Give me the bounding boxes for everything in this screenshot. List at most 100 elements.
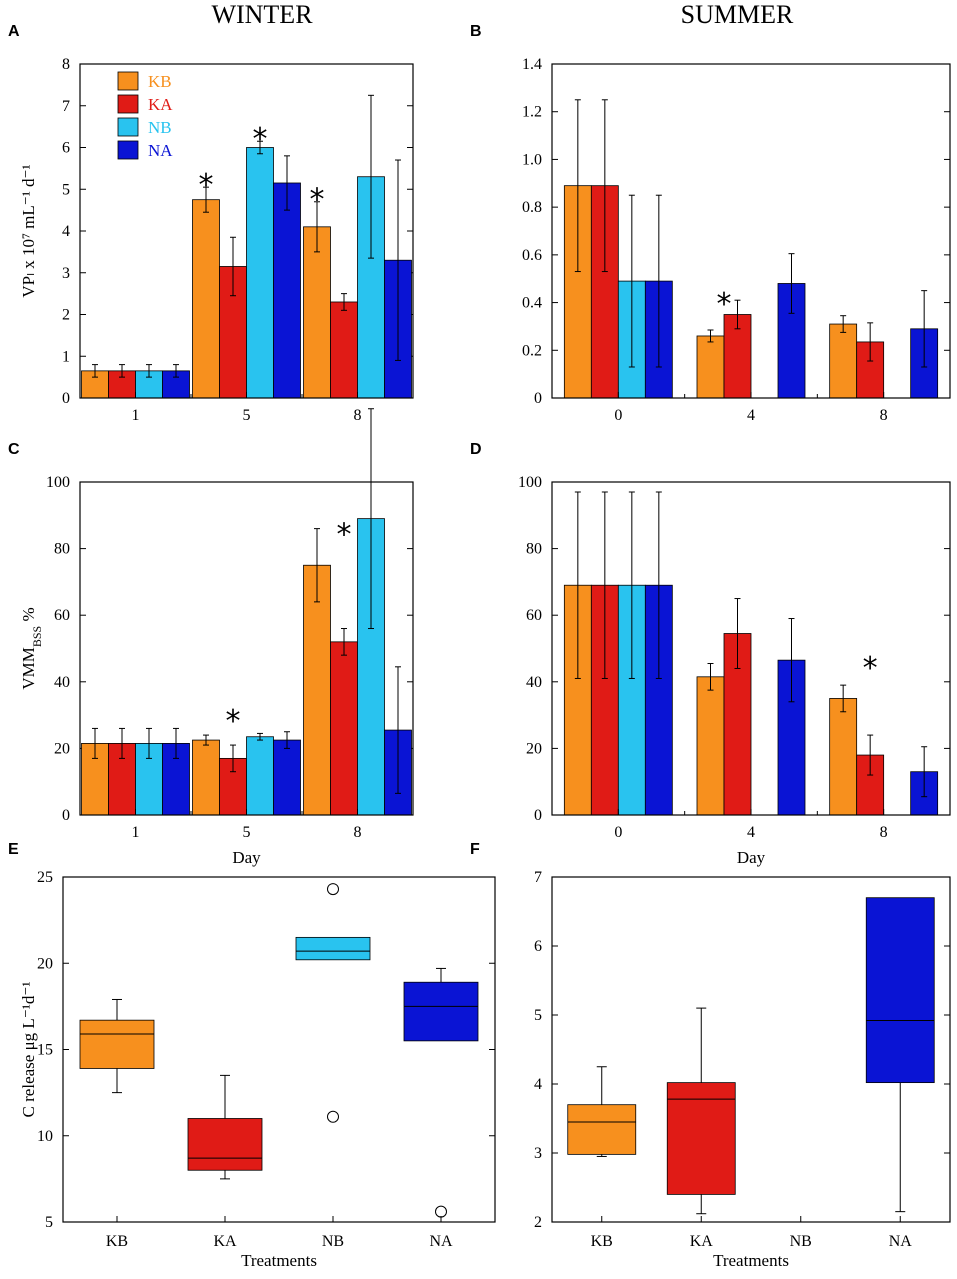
panel-a-significance-star: * (310, 182, 325, 217)
panel-c-xtick-label: 5 (243, 824, 251, 841)
panel-c-significance-star: * (226, 704, 241, 739)
panel-f-ytick-label: 3 (534, 1145, 542, 1162)
panel-b-ytick-label: 0.8 (522, 199, 542, 216)
panel-e-xlabel: Treatments (241, 1251, 317, 1270)
panel-e-ytick-label: 5 (45, 1214, 53, 1231)
panel-d-xtick-label: 4 (747, 824, 755, 841)
panel-d-letter: D (470, 441, 482, 458)
panel-a-legend-label-na: NA (148, 141, 173, 160)
panel-b-bar-kb (696, 335, 725, 399)
panel-a-bar-kb (303, 226, 331, 399)
panel-a-xtick-label: 5 (243, 407, 251, 424)
winter-column-title: WINTER (211, 0, 313, 29)
panel-a-ytick-label: 7 (62, 98, 70, 115)
panel-f-box-kb (567, 1104, 637, 1155)
panel-d-frame (551, 481, 951, 816)
panel-c-ytick-label: 0 (62, 807, 70, 824)
panel-f-xlabel: Treatments (713, 1251, 789, 1270)
panel-e-frame (62, 876, 496, 1223)
panel-e-xtick-label: KB (106, 1233, 128, 1250)
panel-b-letter: B (470, 23, 482, 40)
panel-e-outlier (435, 1205, 447, 1218)
panel-c-bar-kb (303, 564, 331, 816)
panel-a-ytick-label: 2 (62, 307, 70, 324)
panel-b-significance-star: * (717, 287, 732, 322)
panel-f-box-ka (666, 1082, 736, 1195)
panel-a-legend-swatch-na (117, 140, 139, 160)
panel-d-bar-kb (829, 698, 858, 816)
panel-c-xtick-label: 1 (132, 824, 140, 841)
panel-f-ytick-label: 6 (534, 938, 542, 955)
panel-a-ytick-label: 4 (62, 223, 70, 240)
panel-f-ytick-label: 4 (534, 1076, 542, 1093)
panel-c-ylabel: VMMBSS % (19, 607, 44, 689)
panel-c-bar-na (273, 739, 301, 816)
panel-b-ytick-label: 0.2 (522, 342, 542, 359)
panel-a-ytick-label: 1 (62, 348, 70, 365)
panel-e-ytick-label: 10 (37, 1128, 53, 1145)
panel-a-ytick-label: 8 (62, 56, 70, 73)
panel-e-box-kb (79, 1019, 155, 1069)
panel-c-frame (79, 481, 414, 816)
panel-e-letter: E (8, 841, 19, 858)
panel-a-legend-label-nb: NB (148, 118, 172, 137)
panel-a-ytick-label: 3 (62, 265, 70, 282)
panel-a-ytick-label: 6 (62, 140, 70, 157)
panel-c-ytick-label: 20 (54, 740, 70, 757)
panel-f-xtick-label: NA (889, 1233, 913, 1250)
panel-e-box-na (403, 981, 479, 1042)
panel-d-ytick-label: 40 (526, 674, 542, 691)
panel-e-xtick-label: KA (213, 1233, 237, 1250)
panel-c-bar-ka (330, 641, 358, 816)
panel-e-xtick-label: NA (429, 1233, 453, 1250)
panel-e-ytick-label: 25 (37, 869, 53, 886)
panel-a-xtick-label: 8 (354, 407, 362, 424)
panel-e-ytick-label: 15 (37, 1042, 53, 1059)
panel-b-bar-kb (829, 323, 858, 399)
panel-d-xtick-label: 0 (614, 824, 622, 841)
panel-a-legend-swatch-nb (117, 117, 139, 137)
panel-b-ytick-label: 0.4 (522, 295, 542, 312)
panel-d-significance-star: * (863, 651, 878, 686)
panel-a-significance-star: * (199, 168, 214, 203)
panel-f-xtick-label: KB (591, 1233, 613, 1250)
panel-c-bar-kb (192, 739, 220, 816)
panel-b-ytick-label: 1.4 (522, 56, 542, 73)
panel-f-ytick-label: 5 (534, 1007, 542, 1024)
panel-c-ytick-label: 40 (54, 674, 70, 691)
panel-b-xtick-label: 4 (747, 407, 755, 424)
panel-a-legend-label-ka: KA (148, 95, 173, 114)
panel-c-significance-star: * (337, 518, 352, 553)
panel-a-bar-kb (192, 199, 220, 399)
panel-b-xtick-label: 8 (880, 407, 888, 424)
panel-f-letter: F (470, 841, 480, 858)
panel-d-ytick-label: 0 (534, 807, 542, 824)
panel-a-ytick-label: 5 (62, 181, 70, 198)
panel-e-outlier (327, 883, 339, 896)
panel-e-box-ka (187, 1118, 263, 1171)
panel-a-frame (79, 63, 414, 399)
panel-a-bar-nb (246, 147, 274, 399)
panel-e-outlier (327, 1110, 339, 1123)
panel-a-legend-swatch-kb (117, 71, 139, 91)
panel-c-letter: C (8, 441, 20, 458)
panel-f-ytick-label: 7 (534, 869, 542, 886)
panel-e-box-nb (295, 936, 371, 961)
panel-a-ylabel: VPₗ x 10⁷ mL⁻¹ d⁻¹ (19, 164, 38, 297)
panel-b-ytick-label: 1.0 (522, 151, 542, 168)
panel-a-bar-nb (135, 370, 163, 399)
panel-f-xtick-label: NB (790, 1233, 812, 1250)
panel-a-bar-ka (330, 301, 358, 399)
panel-b-xtick-label: 0 (614, 407, 622, 424)
panel-c-xtick-label: 8 (354, 824, 362, 841)
panel-d-ytick-label: 100 (518, 474, 542, 491)
panel-c-ytick-label: 100 (46, 474, 70, 491)
panel-c-ytick-label: 60 (54, 607, 70, 624)
panel-d-ytick-label: 20 (526, 740, 542, 757)
panel-e-xtick-label: NB (322, 1233, 344, 1250)
panel-f-frame (551, 876, 951, 1223)
panel-d-ytick-label: 80 (526, 541, 542, 558)
panel-d-ytick-label: 60 (526, 607, 542, 624)
panel-b-ytick-label: 0.6 (522, 247, 542, 264)
